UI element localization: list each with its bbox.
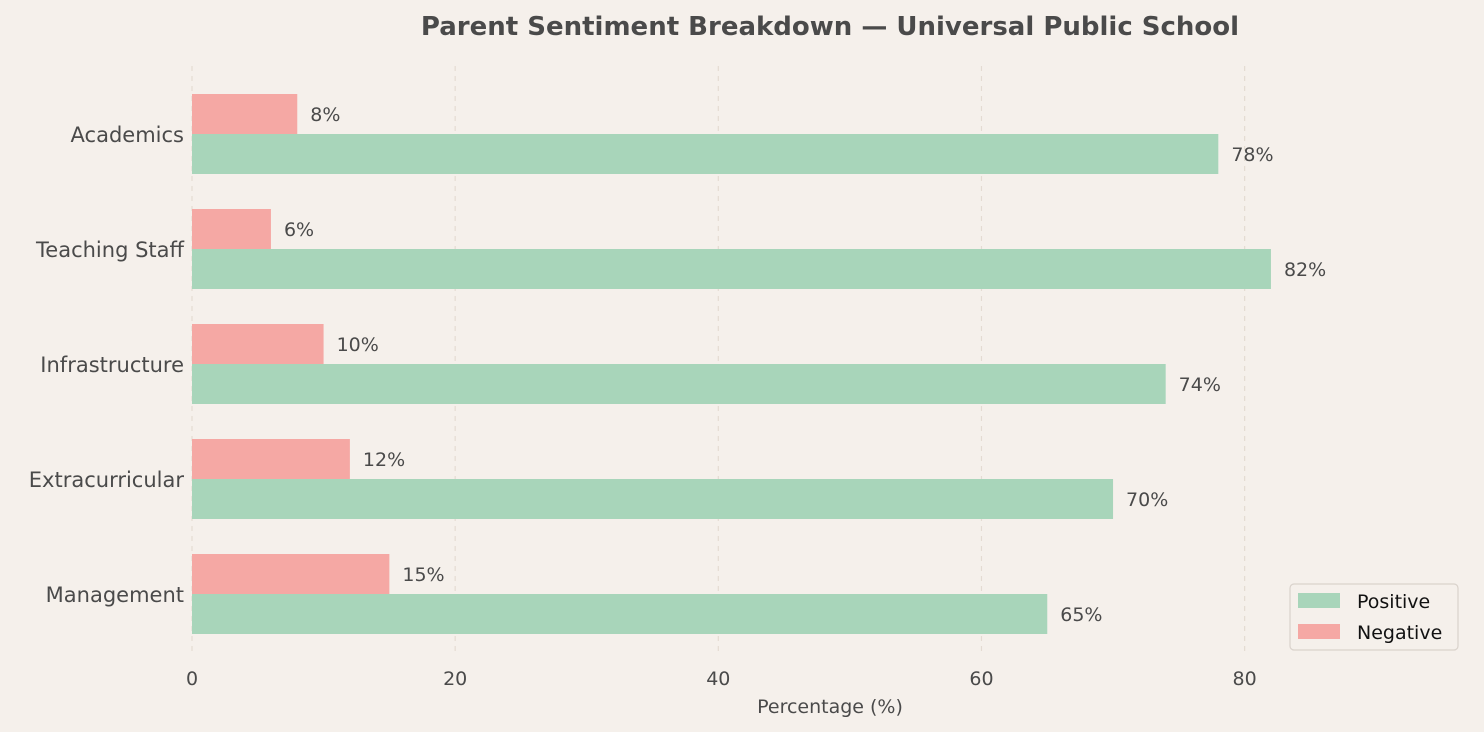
data-label-positive: 70%: [1126, 489, 1168, 511]
bar-positive: [192, 249, 1271, 289]
bar-positive: [192, 134, 1219, 174]
labels: 0 20 40 60 80 Academics 8% 78% Teaching Staff 6% 8…: [29, 104, 1326, 690]
bar-negative: [192, 94, 298, 134]
data-label-negative: 8%: [310, 104, 340, 126]
category-label: Extracurricular: [29, 468, 185, 492]
x-tick-label: 60: [969, 668, 993, 690]
legend-swatch-negative: [1298, 624, 1340, 639]
bar-negative: [192, 554, 390, 594]
x-tick-label: 20: [443, 668, 467, 690]
legend-swatch-positive: [1298, 593, 1340, 608]
x-axis-label: Percentage (%): [757, 696, 903, 718]
data-label-negative: 6%: [284, 219, 314, 241]
category-label: Teaching Staff: [35, 238, 184, 262]
x-tick-label: 80: [1233, 668, 1257, 690]
data-label-positive: 82%: [1284, 259, 1326, 281]
legend-label-positive: Positive: [1357, 591, 1430, 613]
bar-negative: [192, 324, 324, 364]
bar-positive: [192, 594, 1048, 634]
data-label-negative: 10%: [337, 334, 379, 356]
category-label: Academics: [71, 123, 184, 147]
data-label-positive: 78%: [1231, 144, 1273, 166]
bars: [192, 94, 1271, 634]
data-label-negative: 12%: [363, 449, 405, 471]
data-label-positive: 74%: [1179, 374, 1221, 396]
bar-positive: [192, 364, 1166, 404]
data-label-negative: 15%: [402, 564, 444, 586]
category-label: Infrastructure: [40, 353, 184, 377]
data-label-positive: 65%: [1060, 604, 1102, 626]
bar-positive: [192, 479, 1114, 519]
legend: Positive Negative: [1289, 583, 1459, 651]
bar-negative: [192, 209, 271, 249]
x-tick-label: 40: [706, 668, 730, 690]
category-label: Management: [46, 583, 184, 607]
legend-label-negative: Negative: [1357, 622, 1442, 644]
bar-negative: [192, 439, 350, 479]
x-tick-label: 0: [186, 668, 198, 690]
chart-title: Parent Sentiment Breakdown — Universal P…: [421, 12, 1239, 42]
